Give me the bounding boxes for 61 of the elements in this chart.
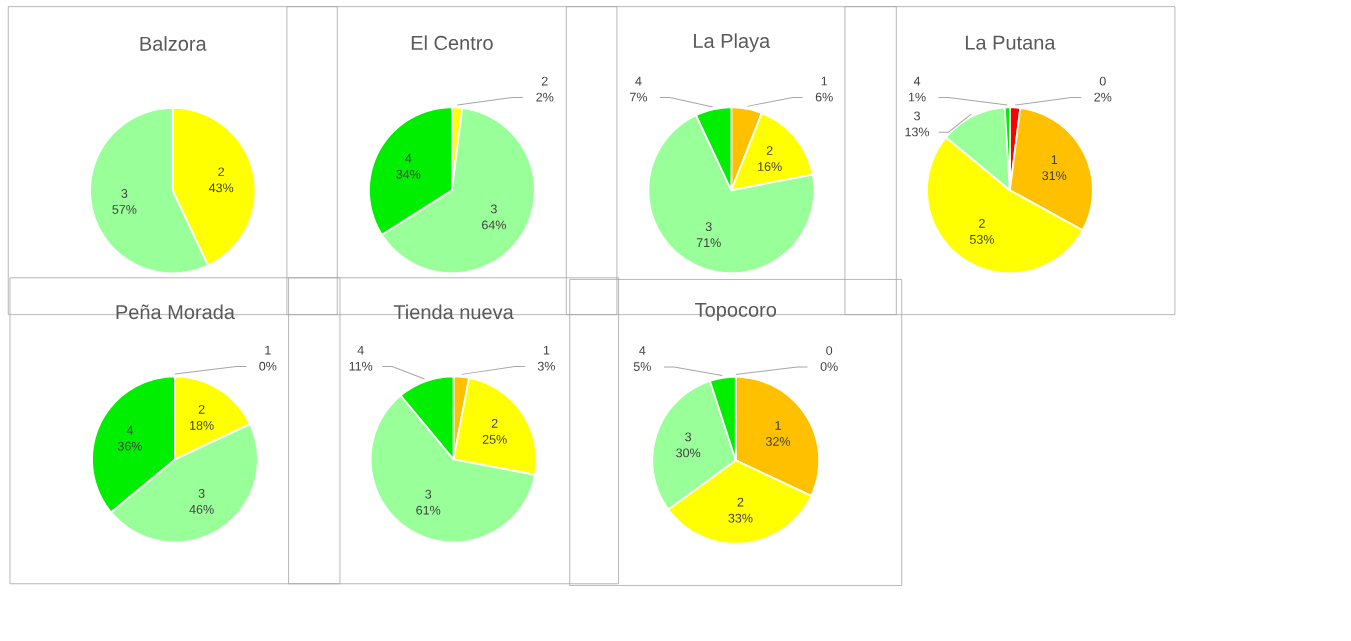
text: 0%	[259, 361, 277, 371]
data-label: 25%	[482, 435, 507, 444]
data-label: 16%	[758, 162, 782, 171]
data-label: 2%	[536, 92, 554, 102]
data-label: 71%	[696, 238, 721, 247]
data-label: 34%	[396, 169, 421, 179]
data-label: 30%	[676, 448, 701, 458]
slice-label: 3	[490, 204, 497, 214]
slice-label: 2	[198, 404, 205, 414]
slice-label: 3	[685, 432, 692, 442]
data-label: 53%	[969, 234, 994, 244]
chart-title: La Putana	[965, 35, 1056, 50]
data-label: 64%	[482, 220, 506, 230]
slice-label: 2	[979, 218, 985, 228]
chart-title: Peña Morada	[116, 304, 235, 320]
category-label: 1	[265, 345, 271, 355]
data-label: 1%	[908, 92, 926, 102]
text: 0%	[820, 362, 838, 371]
data-label: 32%	[765, 437, 791, 446]
slice-label: 3	[121, 189, 128, 198]
slice-label: 4	[913, 76, 921, 86]
slice-label: 2	[737, 497, 744, 507]
data-label: 13%	[905, 127, 930, 137]
slice-label: 2	[766, 146, 773, 155]
slice-label: 1	[543, 345, 550, 355]
slice-label: 3	[705, 222, 712, 232]
slice-label: 1	[821, 76, 828, 86]
data-label: 3%	[537, 361, 555, 371]
slice-label: 2	[541, 76, 548, 86]
data-label: 43%	[208, 183, 234, 193]
category-label: 0	[826, 346, 833, 355]
data-label: 46%	[189, 504, 214, 514]
chart-title: Topocoro	[695, 302, 777, 321]
data-label: 57%	[112, 205, 137, 214]
slice-label: 1	[1051, 155, 1058, 164]
slice-label: 3	[425, 489, 432, 499]
slice-label: 3	[914, 111, 920, 121]
data-label: 61%	[416, 505, 441, 515]
data-label: 33%	[728, 513, 753, 523]
slice-label: 4	[357, 345, 364, 355]
slice-label: 2	[491, 419, 498, 428]
data-label: 11%	[349, 361, 373, 371]
data-label: 18%	[190, 420, 214, 430]
slice-label: 4	[639, 346, 646, 355]
slice-label: 2	[218, 167, 225, 177]
data-label: 6%	[815, 92, 833, 102]
data-label: 2%	[1094, 92, 1112, 102]
slice-label: 1	[775, 421, 781, 430]
slice-label: 0	[1099, 76, 1106, 86]
data-label: 31%	[1042, 171, 1067, 181]
slice-label: 4	[126, 425, 134, 435]
slice-label: 3	[198, 488, 205, 498]
chart-title: El Centro	[411, 35, 493, 51]
chart-title: La Playa	[694, 33, 771, 53]
data-label: 36%	[117, 441, 142, 451]
slice-label: 4	[405, 153, 412, 163]
slice-label: 4	[635, 76, 642, 86]
data-label: 7%	[630, 92, 648, 102]
chart-title: Balzora	[140, 36, 207, 51]
data-label: 5%	[633, 362, 651, 371]
chart-title: Tienda nueva	[393, 304, 514, 320]
